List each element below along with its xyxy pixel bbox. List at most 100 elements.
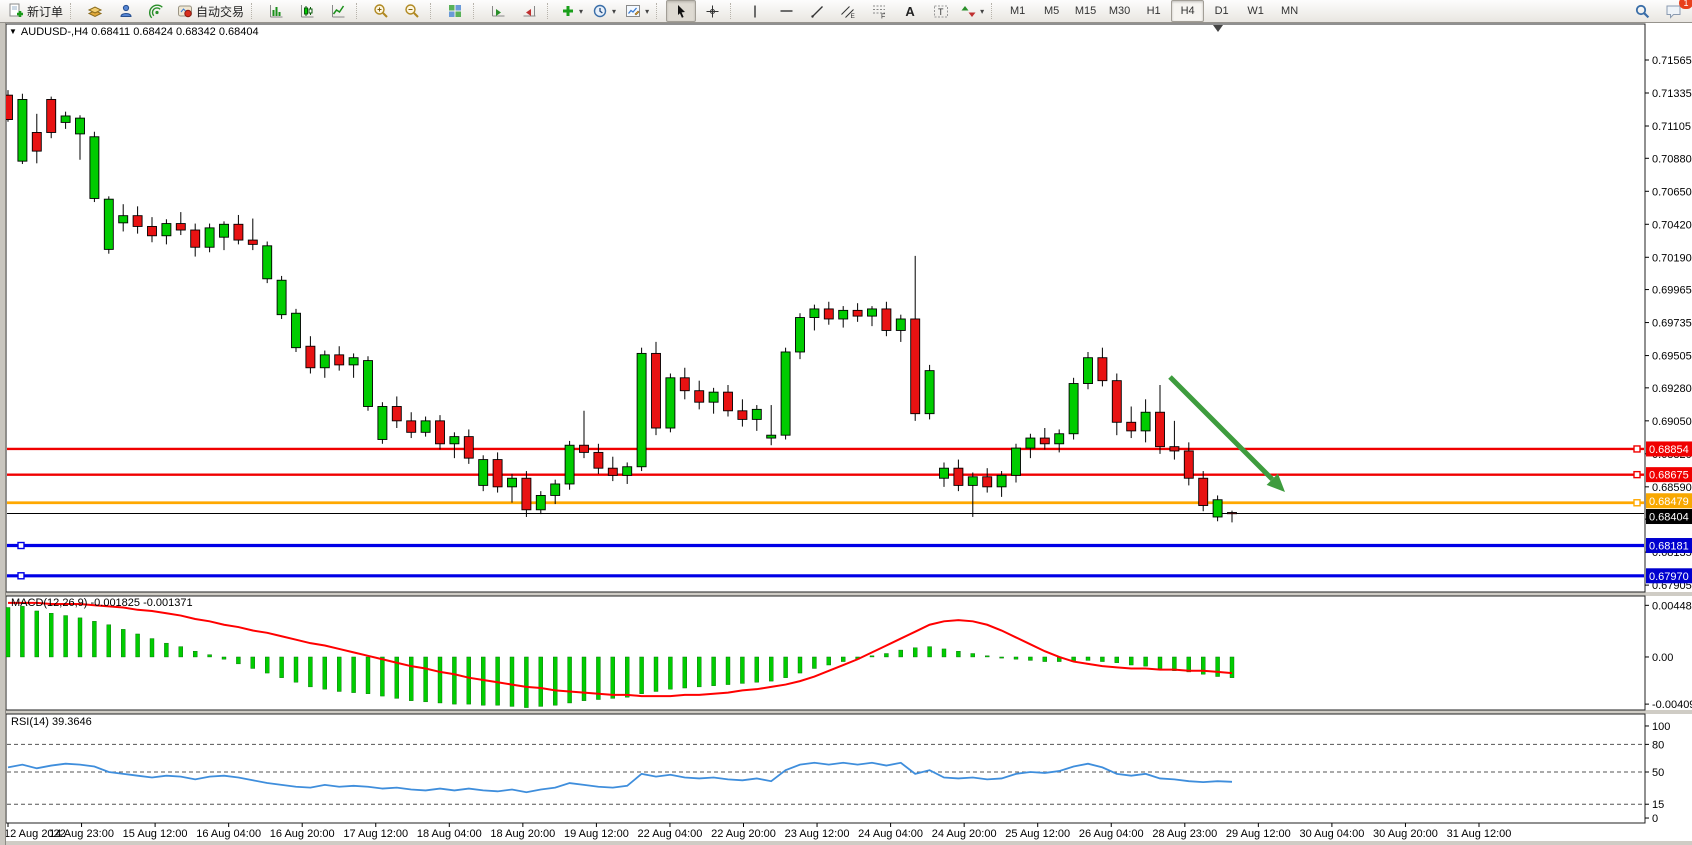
timeframe-h4[interactable]: H4: [1171, 0, 1205, 22]
zoom-out-button[interactable]: [397, 0, 427, 22]
quick-trade-button[interactable]: [80, 0, 110, 22]
indicators-button[interactable]: ▾: [557, 0, 587, 22]
zoom-in-button[interactable]: [366, 0, 396, 22]
timeframe-m5[interactable]: M5: [1043, 5, 1060, 17]
rsi-value: 39.3646: [51, 716, 92, 728]
trend-arrow[interactable]: [1168, 375, 1285, 492]
svg-text:0.71105: 0.71105: [1652, 121, 1691, 133]
svg-text:0.68404: 0.68404: [1649, 512, 1689, 524]
timeframe-m30[interactable]: M30: [1108, 5, 1131, 17]
bar-chart-button[interactable]: [261, 0, 291, 22]
templates-button[interactable]: ▾: [621, 0, 653, 22]
indicators-icon: [563, 6, 574, 16]
profile-button[interactable]: [111, 0, 141, 22]
macd-pane[interactable]: [5, 595, 1646, 711]
auto-scroll-icon: [492, 6, 505, 17]
svg-text:E: E: [851, 13, 856, 19]
svg-text:29 Aug 12:00: 29 Aug 12:00: [1226, 828, 1291, 840]
svg-text:0.004489: 0.004489: [1652, 600, 1692, 612]
svg-text:30 Aug 04:00: 30 Aug 04:00: [1299, 828, 1364, 840]
cursor-tool-button[interactable]: [666, 0, 697, 22]
chart-shift-button[interactable]: [514, 0, 544, 22]
svg-text:100: 100: [1652, 721, 1670, 733]
toolbar-separator: [430, 3, 437, 19]
timeframe-d1[interactable]: D1: [1214, 5, 1229, 17]
search-button[interactable]: [1627, 0, 1657, 22]
svg-text:18 Aug 20:00: 18 Aug 20:00: [490, 828, 555, 840]
timeframe-w1[interactable]: W1: [1247, 5, 1264, 17]
price-badges: 0.68854 0.68675 0.68479 0.68404 0.68181 0.679…: [1646, 441, 1692, 584]
chat-icon: [1666, 5, 1680, 19]
chart-expander-icon[interactable]: ▼: [9, 27, 17, 36]
svg-text:-0.004098: -0.004098: [1652, 699, 1692, 711]
price-axis: 0.71565 0.71335 0.71105 0.70880 0.70650 0.704…: [1645, 55, 1692, 825]
auto-scroll-button[interactable]: [483, 0, 513, 22]
line-handle[interactable]: [1633, 470, 1641, 479]
toolbar-separator: [473, 3, 480, 19]
svg-text:15 Aug 12:00: 15 Aug 12:00: [123, 828, 188, 840]
line-handle[interactable]: [17, 572, 25, 580]
line-handle[interactable]: [1633, 445, 1641, 453]
toolbar-separator: [70, 3, 77, 19]
tile-windows-button[interactable]: [440, 0, 470, 22]
chevron-down-icon: ▾: [645, 6, 650, 16]
svg-text:16 Aug 20:00: 16 Aug 20:00: [270, 828, 335, 840]
horizontal-lines[interactable]: [7, 445, 1644, 580]
svg-text:0.70650: 0.70650: [1652, 186, 1692, 198]
chevron-down-icon: ▾: [579, 6, 584, 16]
svg-text:0.68854: 0.68854: [1649, 444, 1689, 456]
vertical-line-icon: [754, 5, 756, 17]
pane-divider[interactable]: [0, 710, 1692, 714]
svg-text:0.69965: 0.69965: [1652, 285, 1692, 297]
arrows-tool-button[interactable]: ▾: [957, 0, 988, 22]
toolbar-separator: [356, 3, 363, 19]
signals-button[interactable]: [142, 0, 172, 22]
rsi-pane[interactable]: [5, 713, 1646, 824]
zoom-out-icon: [405, 4, 419, 18]
fibonacci-tool-button[interactable]: F: [864, 0, 894, 22]
timeframe-mn[interactable]: MN: [1281, 5, 1299, 17]
new-order-button[interactable]: 新订单: [4, 0, 67, 22]
channel-tool-button[interactable]: E: [833, 0, 863, 22]
quick-trade-icon: [87, 6, 103, 18]
candlestick-chart-button[interactable]: [292, 0, 322, 22]
auto-trading-icon: [178, 5, 193, 18]
svg-text:30 Aug 20:00: 30 Aug 20:00: [1373, 828, 1438, 840]
svg-text:28 Aug 23:00: 28 Aug 23:00: [1152, 828, 1217, 840]
crosshair-tool-button[interactable]: [697, 0, 727, 22]
timeframe-h1[interactable]: H1: [1146, 5, 1161, 17]
chart-ohlc-values: 0.68411 0.68424 0.68342 0.68404: [91, 26, 259, 38]
cursor-icon: [678, 4, 686, 18]
macd-value: -0.001825: [90, 597, 141, 609]
svg-text:0.70420: 0.70420: [1652, 219, 1692, 231]
toolbar-separator: [547, 3, 554, 19]
text-label-tool-button[interactable]: T: [926, 0, 956, 22]
timeframe-m15[interactable]: M15: [1074, 5, 1097, 17]
toolbar-separator: [656, 3, 663, 19]
auto-trading-button[interactable]: 自动交易: [173, 0, 248, 22]
trendline-icon: [810, 5, 823, 18]
periods-button[interactable]: ▾: [588, 0, 620, 22]
line-handle[interactable]: [1633, 499, 1641, 507]
chart-canvas[interactable]: 0.71565 0.71335 0.71105 0.70880 0.70650 0.704…: [0, 22, 1692, 845]
horizontal-line-tool-button[interactable]: [771, 0, 801, 22]
line-chart-button[interactable]: [323, 0, 353, 22]
svg-text:17 Aug 12:00: 17 Aug 12:00: [343, 828, 408, 840]
templates-icon: [626, 5, 641, 17]
chart-title: ▼ AUDUSD-,H4 0.68411 0.68424 0.68342 0.68…: [9, 26, 259, 38]
candlestick-chart-icon: [301, 5, 314, 18]
text-tool-button[interactable]: A: [905, 3, 915, 19]
trendline-tool-button[interactable]: [802, 0, 832, 22]
main-pane[interactable]: [5, 23, 1646, 593]
zoom-in-icon: [374, 4, 388, 18]
svg-text:25 Aug 12:00: 25 Aug 12:00: [1005, 828, 1070, 840]
line-handle[interactable]: [17, 541, 25, 550]
notifications-button[interactable]: 1: [1658, 0, 1692, 22]
svg-text:14 Aug 23:00: 14 Aug 23:00: [49, 828, 114, 840]
vertical-line-tool-button[interactable]: [740, 0, 770, 22]
timeframe-m1[interactable]: M1: [1009, 5, 1026, 17]
pane-divider[interactable]: [0, 592, 1692, 596]
svg-text:0.69735: 0.69735: [1652, 318, 1692, 330]
